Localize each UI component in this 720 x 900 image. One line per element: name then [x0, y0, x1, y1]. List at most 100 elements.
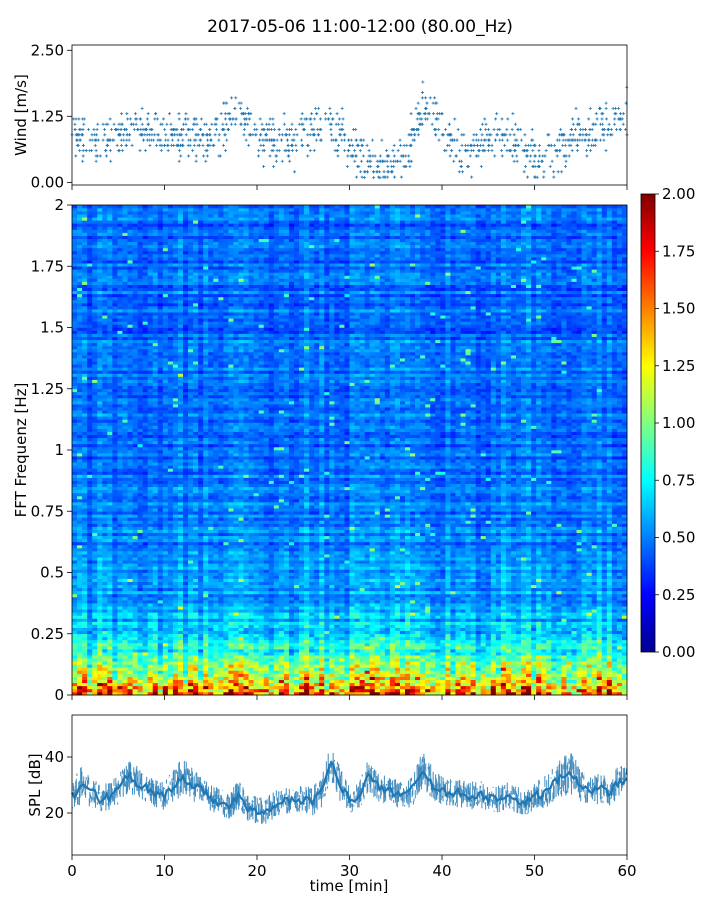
spectrogram-cell	[510, 682, 517, 687]
spectrogram-cell	[430, 593, 436, 598]
spectrogram-cell	[167, 646, 174, 650]
spectrogram-cell	[551, 652, 557, 656]
spectrogram-cell	[369, 679, 376, 684]
wind-point	[208, 133, 212, 137]
spectrogram-cell	[410, 587, 416, 592]
spectrogram-cell	[167, 661, 174, 665]
spectrogram-cell	[294, 587, 300, 592]
spectrogram-cell	[521, 646, 527, 650]
spectrogram-cell	[304, 652, 310, 656]
spectrogram-cell	[107, 584, 113, 589]
spectrogram-cell	[218, 593, 224, 598]
spectrogram-cell	[470, 624, 476, 628]
spectrogram-cell	[299, 609, 305, 613]
spectrogram-cell	[319, 618, 325, 622]
spectrogram-cell	[122, 633, 128, 638]
spectrogram-cell	[465, 646, 471, 650]
spectrogram-cell	[611, 627, 618, 631]
spectrogram-cell	[87, 688, 93, 693]
spectrogram-cell	[536, 621, 542, 625]
spectrogram-cell	[147, 646, 154, 650]
spectrogram-cell	[490, 642, 497, 647]
spectrogram-cell	[349, 646, 355, 650]
spectrogram-cell	[526, 600, 532, 604]
spectrogram-cell	[193, 685, 199, 690]
spectrogram-cell	[425, 639, 431, 644]
spectrogram-cell	[299, 603, 305, 607]
spectrogram-cell	[551, 658, 557, 662]
spectrogram-cell	[268, 673, 275, 677]
wind-point	[258, 117, 262, 121]
spectrogram-cell	[268, 646, 275, 650]
spectrogram-cell	[465, 685, 471, 690]
spectrogram-cell	[263, 615, 270, 619]
spectrogram-cell	[374, 606, 381, 610]
wind-point	[217, 133, 221, 137]
wind-point	[158, 143, 162, 147]
spectrogram-cell	[102, 621, 108, 625]
spectrogram-cell	[177, 624, 184, 628]
spectrogram-cell	[97, 584, 103, 589]
spectrogram-cell	[193, 590, 199, 595]
spectrogram-cell	[450, 615, 456, 619]
spectrogram-cell	[177, 649, 184, 653]
spectrogram-cell	[536, 685, 542, 690]
spectrogram-cell	[369, 597, 376, 601]
spectrogram-cell	[415, 612, 421, 616]
wind-point	[119, 128, 123, 132]
spectrogram-cell	[273, 590, 280, 595]
wind-point	[481, 143, 485, 147]
spectrogram-cell	[586, 639, 592, 644]
spectrogram-cell	[591, 603, 598, 607]
spectrogram-cell	[278, 621, 285, 625]
wind-point	[528, 159, 532, 163]
spectrogram-cell	[440, 658, 446, 662]
spectrogram-cell	[571, 691, 577, 696]
spectrogram-cell	[470, 630, 476, 635]
spectrogram-cell	[243, 670, 249, 674]
spectrogram-cell	[480, 676, 487, 680]
spectrogram-cell	[193, 597, 199, 601]
spectrogram-cell	[541, 597, 547, 601]
wind-point	[486, 143, 490, 147]
spectrogram-cell	[243, 682, 249, 687]
wind-y-tick-label: 1.25	[31, 107, 64, 125]
spectrogram-cell	[621, 624, 628, 628]
wind-point	[205, 133, 209, 137]
spectrogram-cell	[561, 667, 567, 671]
spectrogram-cell	[621, 593, 628, 598]
spectrogram-cell	[208, 609, 214, 613]
spectrogram-cell	[329, 606, 335, 610]
spectrogram-cell	[152, 590, 159, 595]
spectrogram-cell	[122, 679, 128, 684]
spectrogram-cell	[455, 691, 461, 696]
spectrogram-cell	[576, 670, 582, 674]
spectrogram-cell	[107, 609, 113, 613]
spectrogram-cell	[278, 685, 285, 690]
spectrogram-cell	[460, 655, 466, 659]
spectrogram-cell	[500, 658, 507, 662]
spectrogram-cell	[601, 621, 608, 625]
spectrogram-cell	[546, 630, 552, 635]
spectrogram-cell	[420, 615, 426, 619]
spectrogram-cell	[410, 593, 416, 598]
spectrogram-cell	[460, 667, 466, 671]
spectrogram-cell	[505, 661, 512, 665]
spectrogram-cell	[450, 630, 456, 635]
spectrogram-cell	[304, 630, 310, 635]
spectrogram-cell	[601, 593, 608, 598]
spectrogram-cell	[319, 664, 325, 668]
spectrogram-cell	[389, 691, 396, 696]
spectrogram-cell	[268, 652, 275, 656]
spectrogram-cell	[460, 624, 466, 628]
spectrogram-cell	[541, 630, 547, 635]
spectrogram-cell	[460, 682, 466, 687]
spectrogram-cell	[339, 658, 345, 662]
wind-point	[482, 138, 486, 142]
spectrogram-cell	[485, 658, 492, 662]
wind-point	[334, 138, 338, 142]
spectrogram-cell	[359, 661, 365, 665]
spectrogram-cell	[299, 621, 305, 625]
wind-point	[345, 165, 349, 169]
spectrogram-cell	[561, 670, 567, 674]
